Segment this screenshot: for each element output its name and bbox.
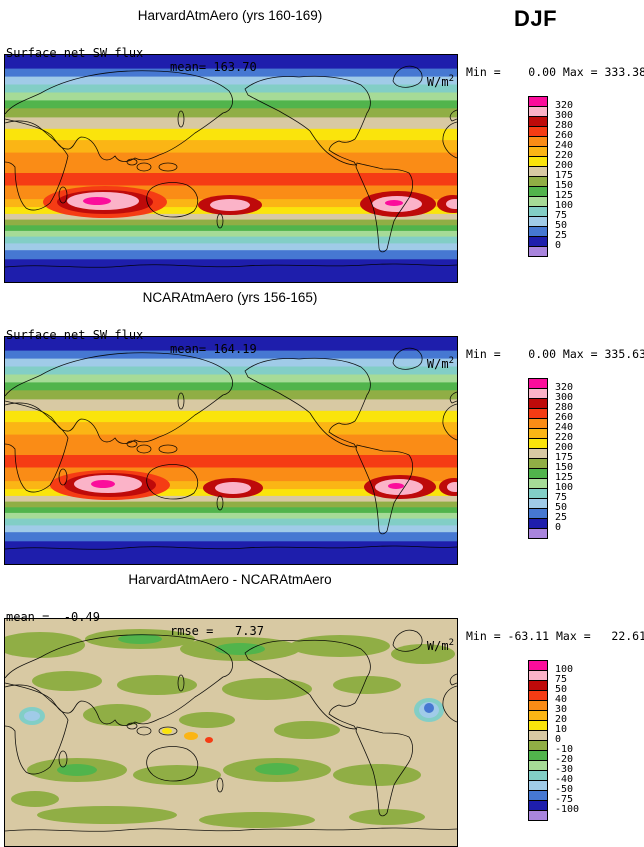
colorbar-tick-label: 280 (555, 120, 574, 131)
colorbar-tick-label: 30 (555, 704, 568, 715)
map-fill (5, 55, 457, 282)
colorbar: 320 300 280 260 240 220 200 175 150 125 100 75 50 25 0 (528, 96, 638, 276)
colorbar-swatch (528, 246, 548, 257)
map-difference (4, 618, 458, 847)
mean-value: mean = -0.49 (6, 610, 100, 624)
variable-label: Surface net SW flux (6, 46, 144, 60)
colorbar-tick-label: 220 (555, 150, 574, 161)
colorbar-tick-label: 40 (555, 694, 568, 705)
variable-label: Surface net SW flux (6, 328, 144, 342)
colorbar-swatch (528, 528, 548, 539)
season-label: DJF (514, 6, 558, 31)
stats-row: Surface net SW flux mean= 163.70 W/m2 (4, 32, 456, 89)
stats-row: Surface net SW flux mean= 164.19 W/m2 (4, 314, 456, 371)
colorbar-tick-label: 150 (555, 462, 574, 473)
colorbar-tick-label: -30 (555, 764, 574, 775)
colorbar-swatch (528, 810, 548, 821)
colorbar-tick-label: 320 (555, 100, 574, 111)
colorbar-tick-label: 150 (555, 180, 574, 191)
map-plot (5, 337, 457, 564)
colorbar-tick-label: 20 (555, 714, 568, 725)
colorbar-tick-label: -10 (555, 744, 574, 755)
panel-difference: HarvardAtmAero - NCARAtmAero mean = -0.4… (4, 568, 644, 847)
coastline-overlay (5, 347, 457, 550)
colorbar-tick-label: 300 (555, 110, 574, 121)
colorbar: 320 300 280 260 240 220 200 175 150 125 100 75 50 25 0 (528, 378, 638, 558)
colorbar-tick-label: 75 (555, 674, 568, 685)
units-base: W/m (426, 75, 449, 89)
panel-title: HarvardAtmAero (yrs 160-169) (137, 8, 323, 23)
units-base: W/m (426, 357, 449, 371)
colorbar-tick-label: 0 (555, 240, 562, 251)
map-plot (5, 55, 457, 282)
colorbar-tick-label: 25 (555, 230, 568, 241)
map-fill (5, 337, 457, 564)
map-plot (5, 619, 457, 846)
colorbar-tick-label: 50 (555, 220, 568, 231)
colorbar-tick-label: -100 (555, 804, 580, 815)
mean-value: mean= 164.19 (170, 342, 257, 356)
colorbar-tick-label: 175 (555, 452, 574, 463)
map-harvard (4, 54, 458, 283)
colorbar-tick-label: 100 (555, 664, 574, 675)
colorbar-tick-label: -20 (555, 754, 574, 765)
colorbar-tick-label: 280 (555, 402, 574, 413)
legend-column: Min = 0.00 Max = 335.63 320 300 280 260 240 2… (462, 333, 644, 558)
minmax-label: Min = -63.11 Max = 22.61 (466, 629, 644, 643)
colorbar-tick-label: 320 (555, 382, 574, 393)
colorbar-tick-label: 50 (555, 684, 568, 695)
colorbar-tick-label: 100 (555, 200, 574, 211)
coastline-overlay (5, 65, 457, 268)
colorbar-tick-label: 125 (555, 472, 574, 483)
minmax-label: Min = 0.00 Max = 335.63 (466, 347, 644, 361)
colorbar-tick-label: 100 (555, 482, 574, 493)
rmse-value: rmse = 7.37 (170, 624, 264, 638)
panel-ncar: NCARAtmAero (yrs 156-165) Surface net SW… (4, 286, 644, 566)
colorbar-tick-label: 75 (555, 210, 568, 221)
units-exponent: 2 (448, 638, 454, 648)
units-exponent: 2 (448, 356, 454, 366)
colorbar-tick-label: 260 (555, 130, 574, 141)
panel-title: NCARAtmAero (yrs 156-165) (142, 290, 318, 305)
units-base: W/m (426, 639, 449, 653)
colorbar-tick-label: 75 (555, 492, 568, 503)
colorbar-tick-label: 175 (555, 170, 574, 181)
legend-column: Min = 0.00 Max = 333.38 320 300 280 260 240 2… (462, 51, 644, 276)
colorbar-tick-label: 50 (555, 502, 568, 513)
minmax-label: Min = 0.00 Max = 333.38 (466, 65, 644, 79)
map-fill (5, 619, 457, 846)
colorbar-tick-label: 10 (555, 724, 568, 735)
units-label: W/m2 (427, 638, 454, 653)
colorbar-tick-label: 300 (555, 392, 574, 403)
colorbar-tick-label: 25 (555, 512, 568, 523)
colorbar-tick-label: -40 (555, 774, 574, 785)
colorbar-tick-label: 260 (555, 412, 574, 423)
units-exponent: 2 (448, 74, 454, 84)
colorbar-tick-label: 240 (555, 422, 574, 433)
colorbar-tick-label: -75 (555, 794, 574, 805)
colorbar-tick-label: 0 (555, 734, 562, 745)
coastline-overlay (5, 629, 457, 832)
units-label: W/m2 (427, 356, 454, 371)
colorbar-tick-label: 220 (555, 432, 574, 443)
colorbar-tick-label: 0 (555, 522, 562, 533)
colorbar-tick-label: 240 (555, 140, 574, 151)
mean-value: mean= 163.70 (170, 60, 257, 74)
colorbar-tick-label: 125 (555, 190, 574, 201)
colorbar-tick-label: 200 (555, 160, 574, 171)
units-label: W/m2 (427, 74, 454, 89)
stats-row: mean = -0.49 rmse = 7.37 W/m2 (4, 596, 456, 653)
panel-harvard: HarvardAtmAero (yrs 160-169) Surface net… (4, 4, 644, 284)
map-ncar (4, 336, 458, 565)
colorbar-tick-label: -50 (555, 784, 574, 795)
legend-column: Min = -63.11 Max = 22.61 100 75 50 40 30 20 10… (462, 615, 644, 840)
panel-title: HarvardAtmAero - NCARAtmAero (128, 572, 332, 587)
colorbar-tick-label: 200 (555, 442, 574, 453)
colorbar: 100 75 50 40 30 20 10 0 -10 -20 -30 -40 -50 -75 -100 (528, 660, 638, 840)
